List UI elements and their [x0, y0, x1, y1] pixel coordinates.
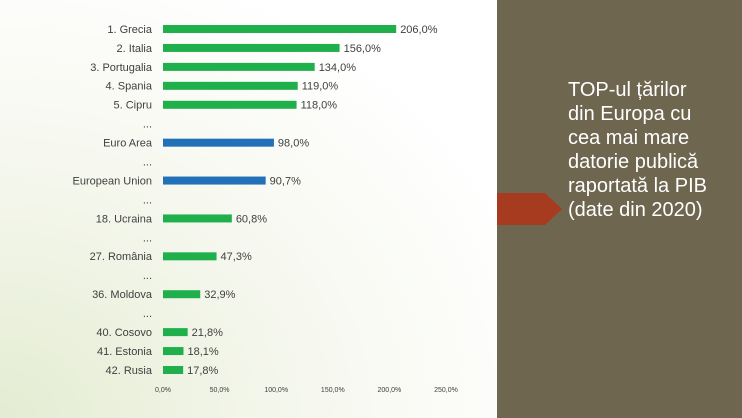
y-tick-label: 5. Cipru [113, 100, 152, 112]
y-tick-label: ... [143, 157, 152, 169]
arrow [497, 193, 562, 225]
y-tick-label: 4. Spania [106, 81, 153, 93]
side-text: TOP-ul țărilor din Europa cu cea mai mar… [568, 79, 707, 221]
y-tick-label: 3. Portugalia [90, 62, 153, 74]
y-tick-label: 27. România [90, 251, 153, 263]
x-tick-label: 50,0% [210, 387, 230, 394]
bar [163, 138, 274, 147]
x-tick-label: 150,0% [321, 387, 345, 394]
data-label: 18,1% [187, 346, 218, 358]
bar [163, 214, 232, 223]
bar [163, 62, 315, 71]
data-label: 21,8% [192, 327, 223, 339]
y-tick-label: 41. Estonia [97, 346, 153, 358]
y-tick-label: ... [143, 232, 152, 244]
bar [163, 176, 266, 185]
y-tick-label: 18. Ucraina [96, 213, 153, 225]
bar [163, 81, 298, 90]
y-tick-label: European Union [72, 175, 152, 187]
x-tick-label: 100,0% [264, 387, 288, 394]
data-label: 47,3% [221, 251, 252, 263]
bar [163, 328, 188, 337]
y-tick-label: ... [143, 194, 152, 206]
y-tick-label: 36. Moldova [92, 289, 153, 301]
x-tick-label: 0,0% [155, 387, 171, 394]
y-tick-label: 40. Cosovo [96, 327, 152, 339]
x-tick-label: 200,0% [378, 387, 402, 394]
y-tick-label: ... [143, 308, 152, 320]
data-label: 98,0% [278, 138, 309, 150]
y-tick-label: ... [143, 119, 152, 131]
y-tick-label: 1. Grecia [107, 24, 153, 36]
data-label: 90,7% [270, 175, 301, 187]
data-label: 156,0% [344, 43, 382, 55]
data-label: 32,9% [204, 289, 235, 301]
bar [163, 290, 201, 299]
y-tick-label: ... [143, 270, 152, 282]
y-tick-label: 42. Rusia [106, 365, 153, 377]
data-label: 118,0% [301, 100, 338, 112]
data-label: 206,0% [400, 24, 438, 36]
data-label: 134,0% [319, 62, 357, 74]
data-label: 60,8% [236, 213, 267, 225]
data-label: 119,0% [302, 81, 339, 93]
data-label: 17,8% [187, 365, 218, 377]
bar [163, 347, 184, 356]
bar [163, 25, 397, 33]
bar [163, 100, 297, 109]
y-tick-label: 2. Italia [117, 43, 153, 55]
bar [163, 252, 217, 261]
x-tick-label: 250,0% [434, 387, 458, 394]
bar [163, 43, 340, 52]
y-tick-label: Euro Area [103, 138, 153, 150]
bar [163, 366, 184, 374]
